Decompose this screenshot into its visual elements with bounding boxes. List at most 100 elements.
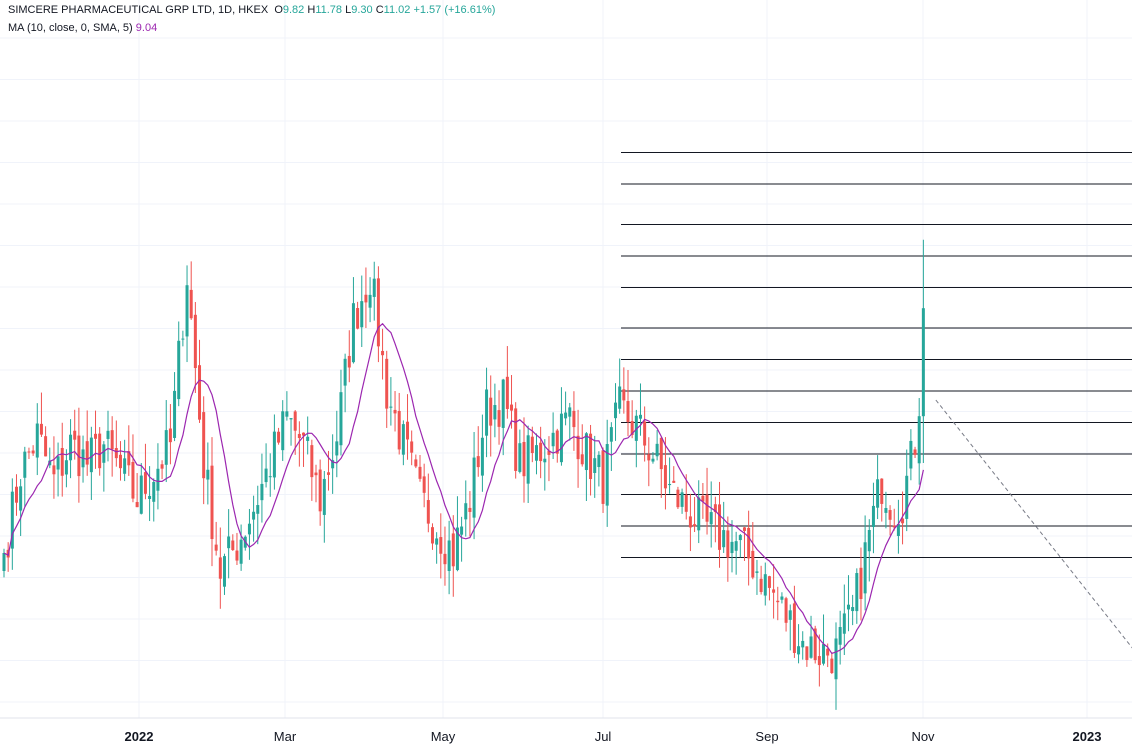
candle-body: [892, 525, 896, 528]
candle-body: [846, 604, 850, 610]
indicator-legend[interactable]: MA (10, close, 0, SMA, 5) 9.04: [8, 22, 157, 34]
candle-body: [385, 358, 389, 409]
close-label: C: [375, 4, 384, 16]
x-tick-label: Jul: [595, 729, 612, 744]
candle-body: [414, 459, 418, 467]
trend-line[interactable]: [935, 399, 1132, 652]
candle-body: [397, 410, 401, 450]
candle-body: [210, 465, 214, 540]
candle-body: [368, 294, 372, 308]
candle-body: [110, 430, 114, 450]
candle-body: [127, 451, 131, 466]
candle-body: [85, 441, 89, 465]
candle-body: [235, 550, 239, 561]
candle-body: [364, 294, 368, 303]
candle-body: [285, 411, 289, 417]
x-tick-label: Sep: [755, 729, 778, 744]
candle-body: [160, 464, 164, 469]
candle-body: [668, 483, 672, 486]
candle-body: [822, 644, 826, 664]
time-axis[interactable]: 2022 Mar May Jul Sep Nov 2023: [125, 729, 1102, 744]
candle-body: [630, 421, 634, 435]
high-value: 11.78: [315, 4, 343, 16]
candle-body: [876, 479, 880, 508]
candle-body: [260, 483, 264, 501]
candle-body: [697, 497, 701, 531]
candlestick-series: [2, 239, 925, 710]
candle-body: [705, 494, 709, 522]
candle-body: [376, 278, 380, 347]
candle-body: [310, 445, 314, 478]
candle-body: [842, 613, 846, 634]
candle-body: [634, 415, 638, 441]
candle-body: [297, 433, 301, 439]
open-value: 9.82: [282, 4, 305, 16]
candle-body: [643, 421, 647, 446]
horizontal-levels[interactable]: [621, 152, 1132, 558]
candle-body: [326, 472, 330, 475]
candle-body: [406, 421, 410, 440]
candle-body: [189, 289, 193, 319]
candle-body: [767, 576, 771, 588]
candle-body: [48, 460, 52, 466]
candle-body: [676, 489, 680, 508]
candle-body: [114, 448, 118, 459]
candle-body: [663, 465, 667, 489]
candle-body: [426, 500, 430, 524]
candle-body: [576, 435, 580, 460]
candle-body: [89, 437, 93, 473]
candle-body: [247, 523, 251, 535]
candle-body: [339, 392, 343, 446]
candle-body: [526, 435, 530, 484]
candle-body: [143, 472, 147, 494]
candle-body: [343, 358, 347, 386]
candle-body: [763, 574, 767, 596]
candle-body: [672, 480, 676, 483]
candle-body: [335, 441, 339, 456]
candle-body: [418, 466, 422, 479]
candle-body: [784, 598, 788, 623]
candle-body: [788, 610, 792, 620]
candle-body: [256, 505, 260, 514]
candle-body: [410, 441, 414, 453]
candle-body: [102, 444, 106, 463]
candle-body: [152, 482, 156, 502]
candle-body: [293, 411, 297, 431]
candle-body: [2, 553, 6, 571]
candle-body: [614, 402, 618, 419]
symbol-name: SIMCERE PHARMACEUTICAL GRP LTD, 1D, HKEX: [8, 4, 269, 16]
candle-body: [268, 476, 272, 478]
candle-body: [547, 450, 551, 455]
moving-average-line: [3, 322, 924, 655]
candle-body: [435, 538, 439, 545]
x-tick-label: 2022: [125, 729, 154, 744]
candle-body: [451, 533, 455, 567]
candle-body: [393, 409, 397, 414]
candle-body: [39, 423, 43, 435]
candle-body: [139, 475, 143, 514]
candle-body: [177, 340, 181, 400]
symbol-legend[interactable]: SIMCERE PHARMACEUTICAL GRP LTD, 1D, HKEX…: [8, 4, 495, 16]
candle-body: [722, 530, 726, 548]
candle-body: [464, 503, 468, 520]
candle-body: [880, 478, 884, 504]
candle-body: [713, 504, 717, 513]
candle-body: [801, 640, 805, 648]
candle-body: [56, 456, 60, 470]
candle-body: [647, 454, 651, 461]
candle-body: [135, 502, 139, 508]
candle-body: [618, 386, 622, 409]
candle-body: [817, 656, 821, 666]
candle-body: [227, 536, 231, 549]
candle-body: [759, 578, 763, 593]
candle-body: [168, 428, 172, 443]
x-tick-label: 2023: [1073, 729, 1102, 744]
candle-body: [360, 301, 364, 328]
high-label: H: [307, 4, 316, 16]
candle-body: [156, 468, 160, 491]
low-label: L: [345, 4, 352, 16]
candle-body: [564, 412, 568, 419]
candle-body: [193, 314, 197, 369]
low-value: 9.30: [351, 4, 373, 16]
